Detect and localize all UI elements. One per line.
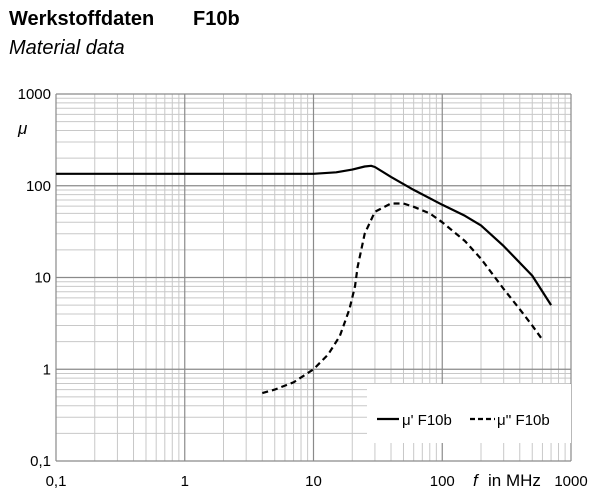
x-tick-label: 10 bbox=[305, 473, 322, 490]
series-layer bbox=[56, 164, 553, 395]
legend: μ' F10b μ'' F10b bbox=[367, 384, 571, 443]
y-tick-label: 1 bbox=[43, 361, 51, 378]
y-tick-label: 100 bbox=[26, 178, 51, 195]
x-tick-label: 1000 bbox=[554, 473, 587, 490]
legend-label-1: μ' F10b bbox=[402, 412, 452, 429]
y-tick-label: 0,1 bbox=[30, 453, 51, 470]
legend-box bbox=[367, 384, 571, 443]
tick-labels: 0,1 1 10 100 1000 0,1 1 10 100 1000 bbox=[18, 86, 588, 490]
x-tick-label: 1 bbox=[181, 473, 189, 490]
x-axis-symbol: f bbox=[473, 471, 480, 490]
material-grade: F10b bbox=[193, 8, 240, 30]
y-axis-label: μ bbox=[17, 119, 28, 138]
x-axis-label: in MHz bbox=[488, 471, 541, 490]
major-gridlines bbox=[55, 93, 572, 462]
x-tick-label: 0,1 bbox=[46, 473, 67, 490]
title-text: Werkstoffdaten bbox=[9, 8, 155, 30]
chart-title: Werkstoffdaten bbox=[9, 8, 154, 31]
x-tick-label: 100 bbox=[430, 473, 455, 490]
series-mu-imag-line bbox=[262, 202, 544, 395]
legend-label-2: μ'' F10b bbox=[497, 412, 550, 429]
series-mu-real-line bbox=[56, 164, 553, 306]
y-tick-label: 10 bbox=[34, 270, 51, 287]
y-tick-label: 1000 bbox=[18, 86, 51, 103]
chart-subtitle: Material data bbox=[9, 37, 125, 59]
